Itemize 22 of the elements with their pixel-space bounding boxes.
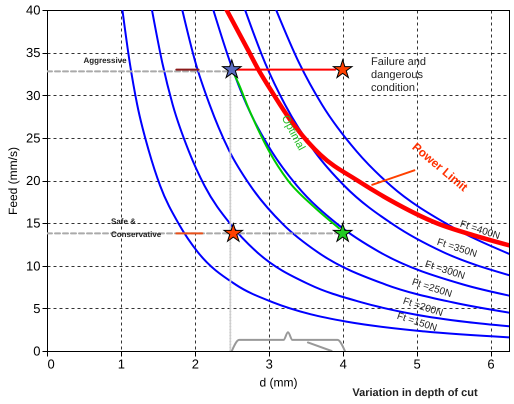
y-tick-label: 25 [26,130,40,146]
x-tick-label: 3 [266,356,273,372]
annotation: Aggressive [83,56,128,65]
y-tick-label: 20 [26,173,40,188]
x-tick-label: 6 [487,356,495,372]
y-tick-label: 15 [26,216,40,231]
x-tick-label: 0 [48,356,55,372]
y-tick-label: 0 [33,344,40,358]
x-tick-label: 5 [413,356,421,372]
x-tick-label: 4 [340,356,347,372]
y-axis-title: Feed (mm/s) [6,146,20,216]
y-tick-label: 10 [26,258,40,274]
x-tick-label: 2 [192,356,199,372]
y-tick-label: 40 [26,2,40,18]
y-tick-label: 35 [26,45,40,60]
y-tick-label: 30 [26,88,40,103]
x-tick-label: 1 [118,356,126,372]
annotation: Failure and dangerous condition [371,56,426,94]
y-tick-label: 5 [33,300,40,316]
x-axis-title: d (mm) [260,376,298,390]
text: Variation in depth of cut [352,387,478,399]
annotation: Safe & Conservative [111,217,162,239]
